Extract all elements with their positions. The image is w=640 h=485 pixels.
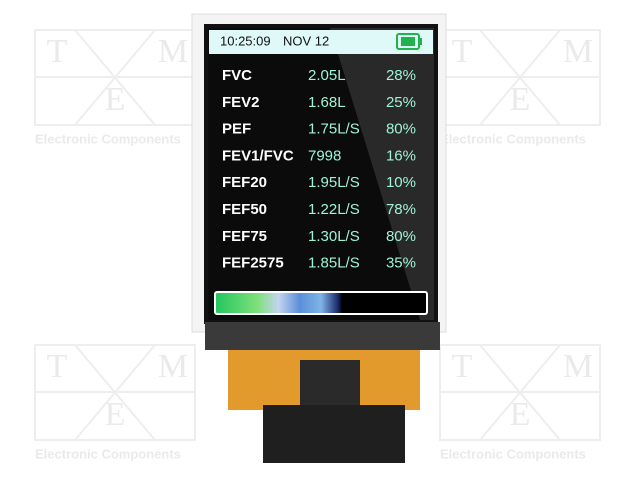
chip (300, 360, 360, 410)
reading-value: 1.30L/S (308, 228, 360, 245)
reading-label: FEF2575 (222, 255, 284, 272)
logo-letter: T (452, 348, 473, 385)
reading-label: FEF50 (222, 201, 267, 218)
reading-label: FEV2 (222, 94, 260, 111)
reading-percent: 16% (386, 147, 416, 164)
reading-percent: 28% (386, 67, 416, 84)
color-bar (214, 291, 428, 315)
reading-label: FVC (222, 67, 252, 84)
reading-percent: 35% (386, 255, 416, 272)
logo-letter: M (563, 33, 593, 70)
battery-tip (419, 38, 422, 45)
logo-letter: T (47, 33, 68, 70)
battery-level (401, 37, 415, 46)
reading-label: FEF75 (222, 228, 267, 245)
reading-percent: 78% (386, 201, 416, 218)
reading-percent: 80% (386, 228, 416, 245)
reading-value: 2.05L (308, 67, 346, 84)
reading-value: 1.95L/S (308, 174, 360, 191)
reading-label: PEF (222, 121, 251, 138)
glare (330, 28, 434, 320)
logo-caption: Electronic Components (440, 446, 586, 461)
logo-letter: E (105, 81, 126, 118)
logo-letter: E (105, 396, 126, 433)
bottom-strip (205, 322, 440, 350)
flex-tail (263, 405, 405, 463)
logo-letter: E (510, 81, 531, 118)
logo-line (479, 29, 561, 126)
reading-percent: 25% (386, 94, 416, 111)
time: 10:25:09 (220, 33, 271, 48)
reading-label: FEF20 (222, 174, 267, 191)
reading-value: 1.75L/S (308, 121, 360, 138)
reading-percent: 10% (386, 174, 416, 191)
logo-line (74, 344, 156, 441)
reading-value: 1.85L/S (308, 255, 360, 272)
logo-caption: Electronic Components (35, 131, 181, 146)
logo-letter: T (47, 348, 68, 385)
reading-value: 7998 (308, 147, 341, 164)
reading-label: FEV1/FVC (222, 147, 294, 164)
logo-letter: M (158, 348, 188, 385)
logo-letter: T (452, 33, 473, 70)
logo-letter: M (563, 348, 593, 385)
reading-value: 1.68L (308, 94, 346, 111)
logo-line (74, 29, 156, 126)
readings: FVC 2.05L 28% FEV2 1.68L 25% PEF 1.75L/S 80% FEV1… (222, 67, 416, 272)
logo-caption: Electronic Components (35, 446, 181, 461)
logo-letter: M (158, 33, 188, 70)
date: NOV 12 (283, 33, 329, 48)
logo-caption: Electronic Components (440, 131, 586, 146)
reading-percent: 80% (386, 121, 416, 138)
logo-letter: E (510, 396, 531, 433)
reading-value: 1.22L/S (308, 201, 360, 218)
status-bar (209, 30, 433, 54)
logo-line (479, 344, 561, 441)
